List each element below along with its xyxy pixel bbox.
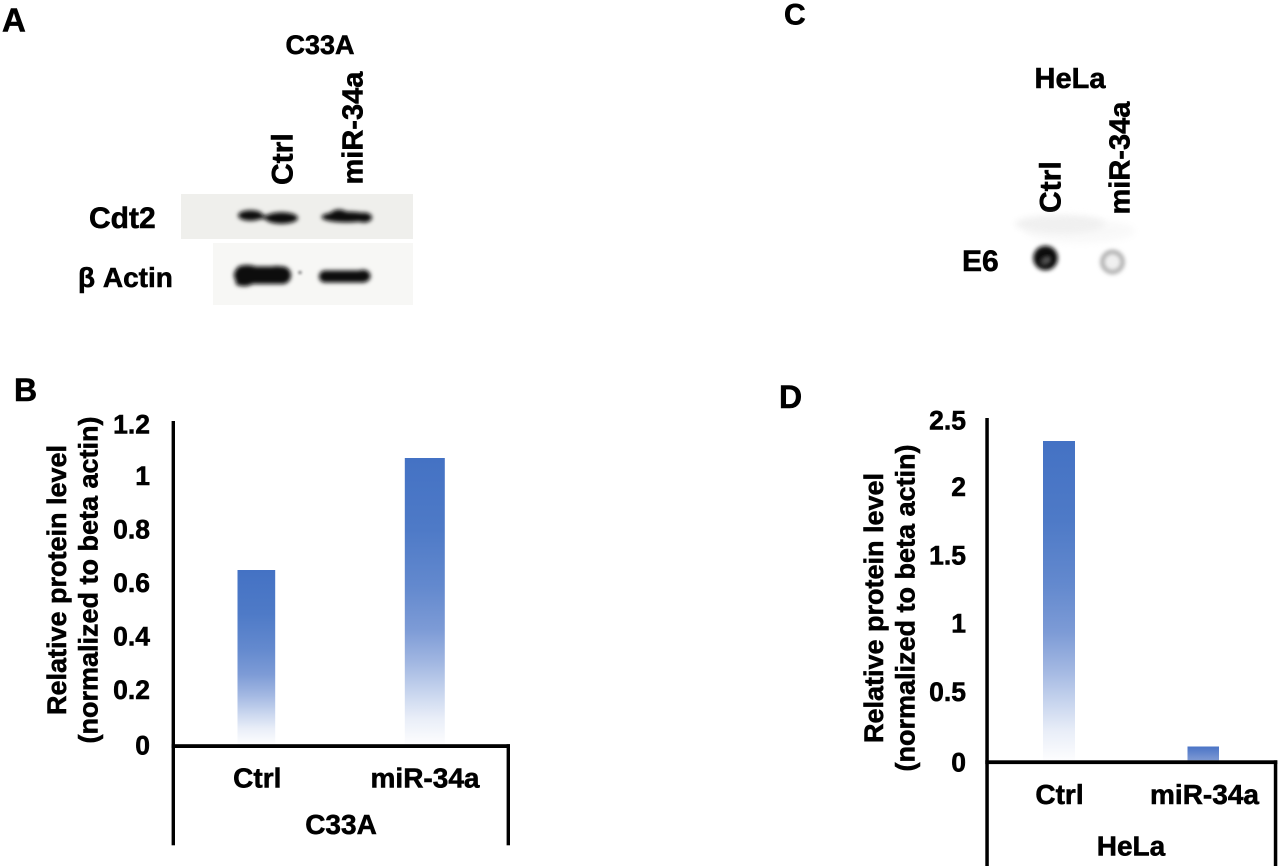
svg-text:miR-34a: miR-34a	[371, 763, 480, 794]
svg-text:0: 0	[135, 731, 150, 761]
svg-text:Ctrl: Ctrl	[267, 133, 300, 185]
svg-text:1.2: 1.2	[113, 410, 150, 440]
svg-text:Ctrl: Ctrl	[1035, 161, 1068, 213]
svg-text:2: 2	[951, 472, 966, 502]
svg-text:Cdt2: Cdt2	[89, 202, 156, 235]
svg-text:0.2: 0.2	[113, 675, 150, 705]
svg-text:1.5: 1.5	[929, 540, 966, 570]
svg-text:HeLa: HeLa	[1097, 831, 1166, 862]
svg-text:0.4: 0.4	[113, 622, 150, 652]
svg-text:1: 1	[951, 609, 966, 639]
svg-text:Relative protein level: Relative protein level	[859, 473, 889, 743]
svg-text:1: 1	[135, 461, 150, 491]
svg-text:B: B	[14, 372, 37, 408]
svg-text:HeLa: HeLa	[1035, 63, 1107, 95]
svg-text:C: C	[784, 0, 806, 32]
svg-text:miR-34a: miR-34a	[338, 71, 370, 185]
svg-text:Ctrl: Ctrl	[1035, 779, 1083, 810]
svg-text:0.5: 0.5	[929, 677, 966, 707]
svg-text:C33A: C33A	[285, 30, 354, 60]
svg-text:0: 0	[951, 748, 966, 778]
svg-text:(normalized to beta actin): (normalized to beta actin)	[74, 416, 104, 743]
svg-text:2.5: 2.5	[929, 406, 966, 436]
svg-text:0.8: 0.8	[113, 515, 150, 545]
svg-text:E6: E6	[962, 245, 999, 278]
svg-text:Relative protein level: Relative protein level	[42, 445, 72, 715]
svg-text:β Actin: β Actin	[78, 262, 173, 293]
svg-text:0.6: 0.6	[113, 568, 150, 598]
svg-text:(normalized to beta actin): (normalized to beta actin)	[891, 444, 921, 771]
svg-text:D: D	[779, 379, 802, 415]
svg-text:miR-34a: miR-34a	[1105, 101, 1137, 215]
svg-text:Ctrl: Ctrl	[233, 763, 281, 794]
svg-text:A: A	[2, 2, 26, 39]
svg-text:C33A: C33A	[305, 809, 377, 840]
svg-text:miR-34a: miR-34a	[1150, 779, 1259, 810]
